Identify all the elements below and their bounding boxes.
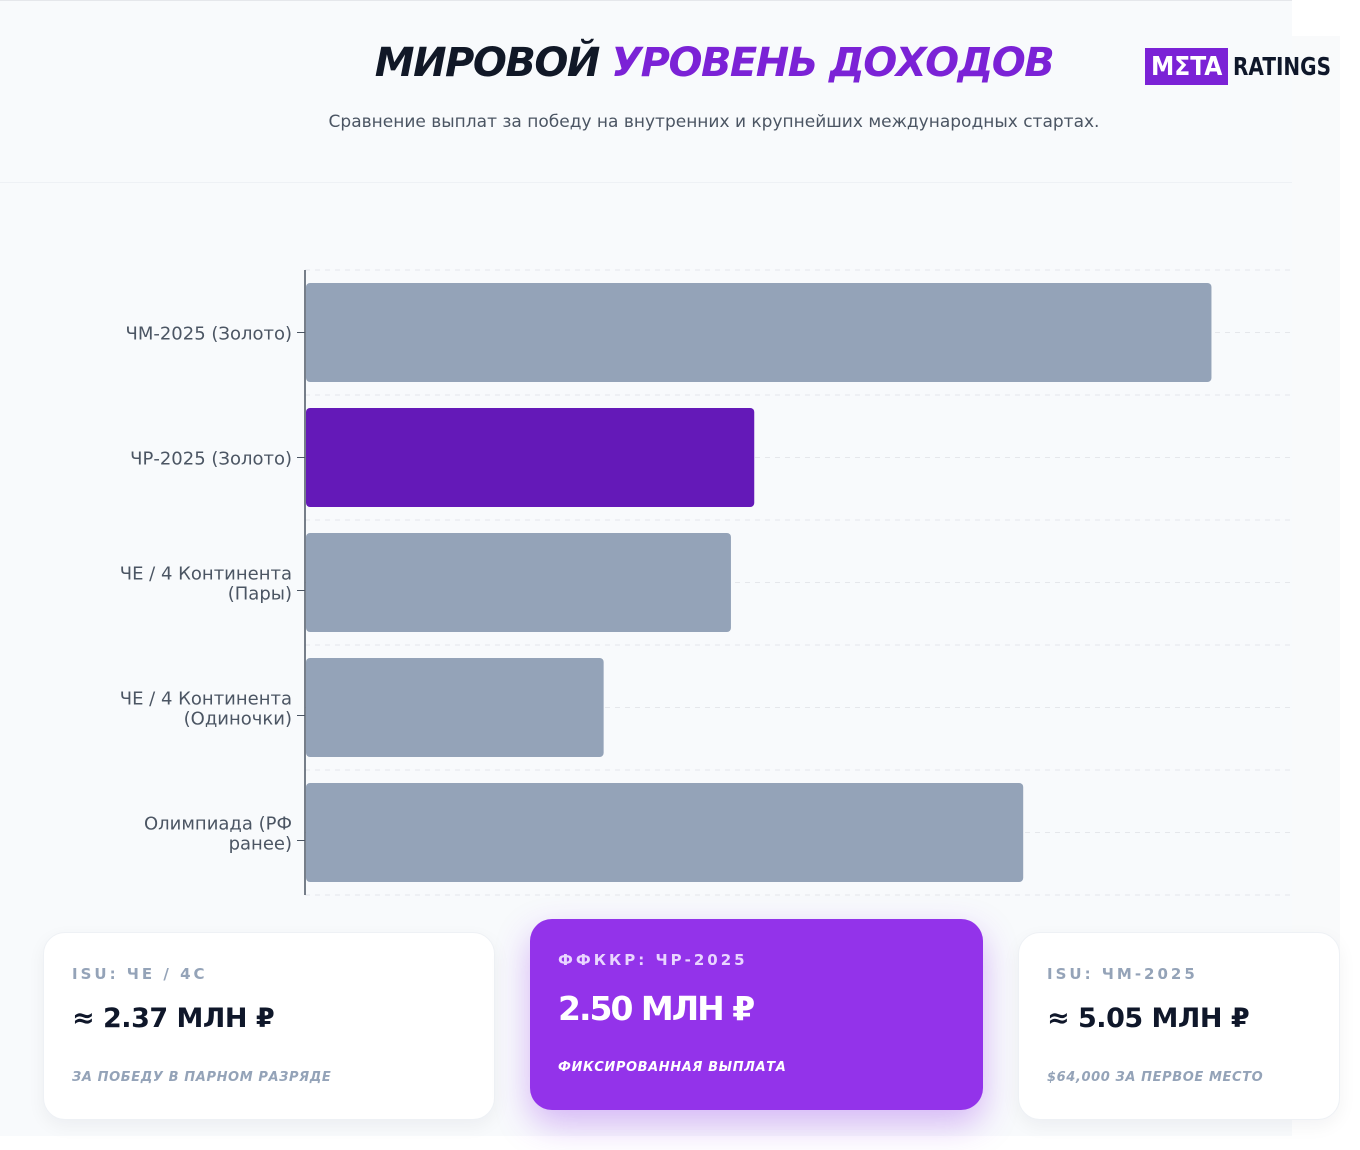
y-tick-label: ранее) — [229, 834, 292, 855]
card-note: ФИКСИРОВАННАЯ ВЫПЛАТА — [558, 1060, 787, 1075]
bar-2 — [306, 408, 755, 507]
card-value: ≈ 2.37 МЛН ₽ — [72, 1003, 275, 1034]
bar-4 — [306, 658, 604, 757]
logo-text: RATINGS — [1233, 52, 1332, 81]
card-value: 2.50 МЛН ₽ — [558, 989, 755, 1028]
page-subtitle: Сравнение выплат за победу на внутренних… — [328, 112, 1100, 132]
title-part-accent: УРОВЕНЬ ДОХОДОВ — [611, 40, 1054, 86]
title-part-dark: МИРОВОЙ — [374, 40, 601, 86]
y-tick-label: Олимпиада (РФ — [144, 814, 292, 835]
bar-1 — [306, 283, 1212, 382]
header-divider — [0, 182, 1292, 183]
card-label: ISU: ЧМ-2025 — [1047, 965, 1198, 983]
meta-ratings-logo: MΣTA RATINGS — [1145, 48, 1356, 85]
logo-box: MΣTA — [1145, 48, 1229, 85]
card-value: ≈ 5.05 МЛН ₽ — [1047, 1003, 1250, 1034]
card-isu-che: ISU: ЧЕ / 4С ≈ 2.37 МЛН ₽ ЗА ПОБЕДУ В ПА… — [43, 932, 495, 1120]
y-tick-label: ЧЕ / 4 Континента — [120, 564, 292, 585]
card-isu-chm: ISU: ЧМ-2025 ≈ 5.05 МЛН ₽ $64,000 ЗА ПЕР… — [1018, 932, 1340, 1120]
y-tick-label: (Пары) — [228, 584, 292, 605]
card-label: ФФККР: ЧР-2025 — [558, 951, 748, 969]
side-strip — [1292, 36, 1340, 996]
card-label: ISU: ЧЕ / 4С — [72, 965, 208, 983]
y-tick-label: ЧМ-2025 (Золото) — [125, 324, 292, 345]
bar-5 — [306, 783, 1024, 882]
card-note: $64,000 ЗА ПЕРВОЕ МЕСТО — [1047, 1070, 1264, 1085]
card-ffkkr-chr: ФФККР: ЧР-2025 2.50 МЛН ₽ ФИКСИРОВАННАЯ … — [530, 919, 983, 1110]
y-tick-label: ЧЕ / 4 Континента — [120, 689, 292, 710]
card-note: ЗА ПОБЕДУ В ПАРНОМ РАЗРЯДЕ — [72, 1070, 332, 1085]
page-title: МИРОВОЙ УРОВЕНЬ ДОХОДОВ — [0, 40, 1360, 86]
bar-3 — [306, 533, 731, 632]
y-tick-label: (Одиночки) — [184, 709, 292, 730]
y-tick-label: ЧР-2025 (Золото) — [130, 449, 292, 470]
